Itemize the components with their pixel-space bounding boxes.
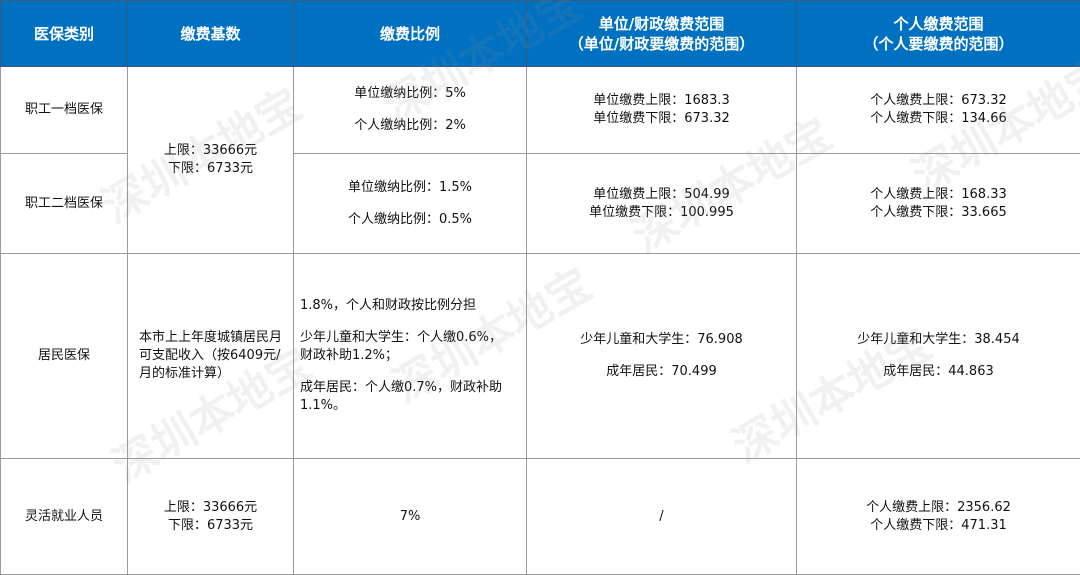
header-unit-title: 单位/财政缴费范围 <box>528 14 795 34</box>
ratio-cell: 单位缴纳比例：1.5% 个人缴纳比例：0.5% <box>294 154 527 254</box>
ratio-unit: 单位缴纳比例：1.5% <box>295 179 525 197</box>
unit-youth: 少年儿童和大学生：76.908 <box>528 331 795 349</box>
personal-upper: 个人缴费上限：2356.62 <box>798 499 1079 517</box>
ratio-line: 少年儿童和大学生：个人缴0.6%，财政补助1.2%； <box>300 329 505 365</box>
base-upper: 上限：33666元 <box>129 499 292 517</box>
header-personal-sub: （个人要缴费的范围） <box>798 34 1079 54</box>
ratio-cell: 单位缴纳比例：5% 个人缴纳比例：2% <box>294 67 527 154</box>
base-cell: 本市上上年度城镇居民月可支配收入（按6409元/月的标准计算） <box>128 254 294 459</box>
personal-lower: 个人缴费下限：471.31 <box>798 517 1079 535</box>
personal-adult: 成年居民：44.863 <box>798 363 1079 381</box>
header-personal-title: 个人缴费范围 <box>798 14 1079 34</box>
personal-youth: 少年儿童和大学生：38.454 <box>798 331 1079 349</box>
personal-lower: 个人缴费下限：33.665 <box>798 204 1079 222</box>
unit-range-cell: / <box>527 459 797 575</box>
ratio-personal: 个人缴纳比例：0.5% <box>295 211 525 229</box>
ratio-line: 1.8%，个人和财政按比例分担 <box>300 297 505 315</box>
base-text: 本市上上年度城镇居民月可支配收入（按6409元/月的标准计算） <box>129 329 292 383</box>
base-lower: 下限：6733元 <box>129 160 292 178</box>
personal-upper: 个人缴费上限：673.32 <box>798 92 1079 110</box>
unit-upper: 单位缴费上限：1683.3 <box>528 92 795 110</box>
header-row: 医保类别 缴费基数 缴费比例 单位/财政缴费范围（单位/财政要缴费的范围） 个人… <box>1 1 1080 67</box>
unit-upper: 单位缴费上限：504.99 <box>528 186 795 204</box>
ratio-cell: 1.8%，个人和财政按比例分担 少年儿童和大学生：个人缴0.6%，财政补助1.2… <box>294 254 527 459</box>
table-row: 居民医保 本市上上年度城镇居民月可支配收入（按6409元/月的标准计算） 1.8… <box>1 254 1080 459</box>
base-cell: 上限：33666元下限：6733元 <box>128 459 294 575</box>
header-unit-sub: （单位/财政要缴费的范围） <box>528 34 795 54</box>
table-row: 职工一档医保 上限：33666元下限：6733元 单位缴纳比例：5%个人缴纳比例… <box>1 67 1080 154</box>
header-base: 缴费基数 <box>128 1 294 67</box>
base-cell: 上限：33666元下限：6733元 <box>128 67 294 254</box>
category-cell: 职工二档医保 <box>1 154 128 254</box>
ratio-line: 成年居民：个人缴0.7%，财政补助1.1%。 <box>300 379 505 415</box>
category-cell: 职工一档医保 <box>1 67 128 154</box>
personal-lower: 个人缴费下限：134.66 <box>798 110 1079 128</box>
unit-range-cell: 少年儿童和大学生：76.908 成年居民：70.499 <box>527 254 797 459</box>
personal-upper: 个人缴费上限：168.33 <box>798 186 1079 204</box>
header-personal-range: 个人缴费范围（个人要缴费的范围） <box>797 1 1080 67</box>
ratio-unit: 单位缴纳比例：5% <box>295 85 525 103</box>
unit-lower: 单位缴费下限：673.32 <box>528 110 795 128</box>
base-lower: 下限：6733元 <box>129 517 292 535</box>
table-row: 灵活就业人员 上限：33666元下限：6733元 7% / 个人缴费上限：235… <box>1 459 1080 575</box>
header-category: 医保类别 <box>1 1 128 67</box>
unit-adult: 成年居民：70.499 <box>528 363 795 381</box>
unit-lower: 单位缴费下限：100.995 <box>528 204 795 222</box>
ratio-personal: 个人缴纳比例：2% <box>295 117 525 135</box>
header-unit-range: 单位/财政缴费范围（单位/财政要缴费的范围） <box>527 1 797 67</box>
category-cell: 居民医保 <box>1 254 128 459</box>
header-ratio: 缴费比例 <box>294 1 527 67</box>
base-upper: 上限：33666元 <box>129 142 292 160</box>
ratio-cell: 7% <box>294 459 527 575</box>
personal-range-cell: 少年儿童和大学生：38.454 成年居民：44.863 <box>797 254 1080 459</box>
category-cell: 灵活就业人员 <box>1 459 128 575</box>
